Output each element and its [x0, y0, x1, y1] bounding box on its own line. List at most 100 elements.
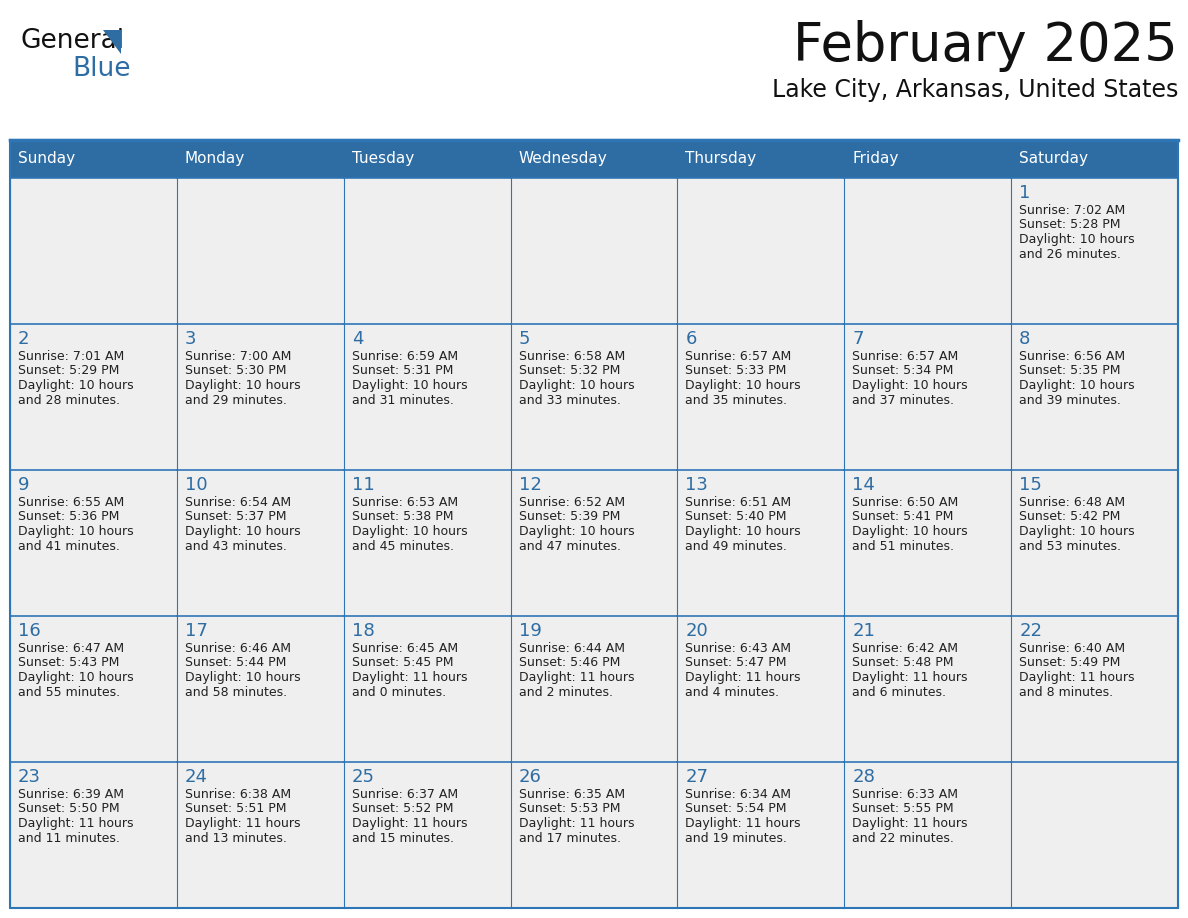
Text: Sunrise: 6:50 AM: Sunrise: 6:50 AM	[852, 496, 959, 509]
Bar	[10, 324, 177, 470]
Bar	[845, 470, 1011, 616]
Text: Daylight: 11 hours: Daylight: 11 hours	[185, 817, 301, 830]
Text: General: General	[20, 28, 124, 54]
Bar	[845, 178, 1011, 324]
Text: Saturday: Saturday	[1019, 151, 1088, 166]
Text: Daylight: 10 hours: Daylight: 10 hours	[519, 379, 634, 392]
Text: Sunrise: 6:45 AM: Sunrise: 6:45 AM	[352, 642, 457, 655]
Text: Daylight: 10 hours: Daylight: 10 hours	[685, 525, 801, 538]
Text: Sunset: 5:48 PM: Sunset: 5:48 PM	[852, 656, 954, 669]
Text: and 41 minutes.: and 41 minutes.	[18, 540, 120, 553]
Text: Sunset: 5:29 PM: Sunset: 5:29 PM	[18, 364, 119, 377]
Bar	[845, 616, 1011, 762]
Text: and 43 minutes.: and 43 minutes.	[185, 540, 286, 553]
Bar	[511, 616, 677, 762]
Text: and 22 minutes.: and 22 minutes.	[852, 832, 954, 845]
Text: Sunset: 5:30 PM: Sunset: 5:30 PM	[185, 364, 286, 377]
Text: 2: 2	[18, 330, 30, 348]
Text: Daylight: 11 hours: Daylight: 11 hours	[852, 671, 968, 684]
Text: Thursday: Thursday	[685, 151, 757, 166]
Bar	[1011, 178, 1178, 324]
Text: Sunset: 5:31 PM: Sunset: 5:31 PM	[352, 364, 453, 377]
Text: Daylight: 10 hours: Daylight: 10 hours	[18, 671, 133, 684]
Text: Sunset: 5:43 PM: Sunset: 5:43 PM	[18, 656, 119, 669]
Text: 10: 10	[185, 476, 208, 494]
Text: and 37 minutes.: and 37 minutes.	[852, 394, 954, 407]
Text: Sunset: 5:28 PM: Sunset: 5:28 PM	[1019, 218, 1120, 231]
Text: Sunset: 5:39 PM: Sunset: 5:39 PM	[519, 510, 620, 523]
Text: Daylight: 10 hours: Daylight: 10 hours	[18, 525, 133, 538]
Text: Lake City, Arkansas, United States: Lake City, Arkansas, United States	[772, 78, 1178, 102]
Text: and 19 minutes.: and 19 minutes.	[685, 832, 788, 845]
Text: Daylight: 10 hours: Daylight: 10 hours	[1019, 379, 1135, 392]
Bar	[511, 140, 677, 178]
Bar	[677, 324, 845, 470]
Bar	[1011, 470, 1178, 616]
Text: Sunrise: 6:38 AM: Sunrise: 6:38 AM	[185, 788, 291, 801]
Text: Sunset: 5:38 PM: Sunset: 5:38 PM	[352, 510, 453, 523]
Text: Sunset: 5:37 PM: Sunset: 5:37 PM	[185, 510, 286, 523]
Text: 11: 11	[352, 476, 374, 494]
Text: Sunrise: 6:53 AM: Sunrise: 6:53 AM	[352, 496, 457, 509]
Text: Friday: Friday	[852, 151, 898, 166]
Text: Daylight: 11 hours: Daylight: 11 hours	[18, 817, 133, 830]
Text: 25: 25	[352, 768, 374, 786]
Text: Sunset: 5:41 PM: Sunset: 5:41 PM	[852, 510, 954, 523]
Text: and 17 minutes.: and 17 minutes.	[519, 832, 620, 845]
Text: Sunset: 5:53 PM: Sunset: 5:53 PM	[519, 802, 620, 815]
Text: Sunrise: 7:00 AM: Sunrise: 7:00 AM	[185, 350, 291, 363]
Bar	[10, 140, 177, 178]
Text: Sunrise: 6:35 AM: Sunrise: 6:35 AM	[519, 788, 625, 801]
Bar	[343, 470, 511, 616]
Text: 3: 3	[185, 330, 196, 348]
Text: 23: 23	[18, 768, 42, 786]
Text: 19: 19	[519, 622, 542, 640]
Text: 13: 13	[685, 476, 708, 494]
Text: Sunrise: 6:48 AM: Sunrise: 6:48 AM	[1019, 496, 1125, 509]
Text: Daylight: 10 hours: Daylight: 10 hours	[852, 525, 968, 538]
Text: Sunset: 5:40 PM: Sunset: 5:40 PM	[685, 510, 786, 523]
Text: Sunrise: 6:46 AM: Sunrise: 6:46 AM	[185, 642, 291, 655]
Text: and 45 minutes.: and 45 minutes.	[352, 540, 454, 553]
Text: Daylight: 10 hours: Daylight: 10 hours	[185, 671, 301, 684]
Text: Sunset: 5:54 PM: Sunset: 5:54 PM	[685, 802, 786, 815]
Text: and 49 minutes.: and 49 minutes.	[685, 540, 788, 553]
Bar	[677, 140, 845, 178]
Bar	[10, 762, 177, 908]
Text: 6: 6	[685, 330, 697, 348]
Text: and 28 minutes.: and 28 minutes.	[18, 394, 120, 407]
Text: 17: 17	[185, 622, 208, 640]
Text: Tuesday: Tuesday	[352, 151, 413, 166]
Text: Sunrise: 6:56 AM: Sunrise: 6:56 AM	[1019, 350, 1125, 363]
Text: Daylight: 10 hours: Daylight: 10 hours	[519, 525, 634, 538]
Text: Sunrise: 6:43 AM: Sunrise: 6:43 AM	[685, 642, 791, 655]
Text: Daylight: 10 hours: Daylight: 10 hours	[185, 379, 301, 392]
Text: 4: 4	[352, 330, 364, 348]
Text: Sunset: 5:34 PM: Sunset: 5:34 PM	[852, 364, 954, 377]
Bar	[511, 324, 677, 470]
Text: 18: 18	[352, 622, 374, 640]
Polygon shape	[103, 30, 121, 54]
Bar	[177, 178, 343, 324]
Bar	[343, 324, 511, 470]
Text: Sunset: 5:49 PM: Sunset: 5:49 PM	[1019, 656, 1120, 669]
Text: and 8 minutes.: and 8 minutes.	[1019, 686, 1113, 699]
Text: Blue: Blue	[72, 56, 131, 82]
Text: Sunrise: 6:52 AM: Sunrise: 6:52 AM	[519, 496, 625, 509]
Text: Sunset: 5:45 PM: Sunset: 5:45 PM	[352, 656, 453, 669]
Text: and 0 minutes.: and 0 minutes.	[352, 686, 446, 699]
Text: 20: 20	[685, 622, 708, 640]
Text: Sunrise: 7:02 AM: Sunrise: 7:02 AM	[1019, 204, 1125, 217]
Text: Daylight: 11 hours: Daylight: 11 hours	[685, 671, 801, 684]
Text: Sunset: 5:50 PM: Sunset: 5:50 PM	[18, 802, 120, 815]
Text: and 6 minutes.: and 6 minutes.	[852, 686, 947, 699]
Bar	[511, 178, 677, 324]
Text: 24: 24	[185, 768, 208, 786]
Text: and 31 minutes.: and 31 minutes.	[352, 394, 454, 407]
Text: 15: 15	[1019, 476, 1042, 494]
Text: and 35 minutes.: and 35 minutes.	[685, 394, 788, 407]
Bar	[1011, 616, 1178, 762]
Bar	[177, 616, 343, 762]
Text: 7: 7	[852, 330, 864, 348]
Text: Sunset: 5:36 PM: Sunset: 5:36 PM	[18, 510, 119, 523]
